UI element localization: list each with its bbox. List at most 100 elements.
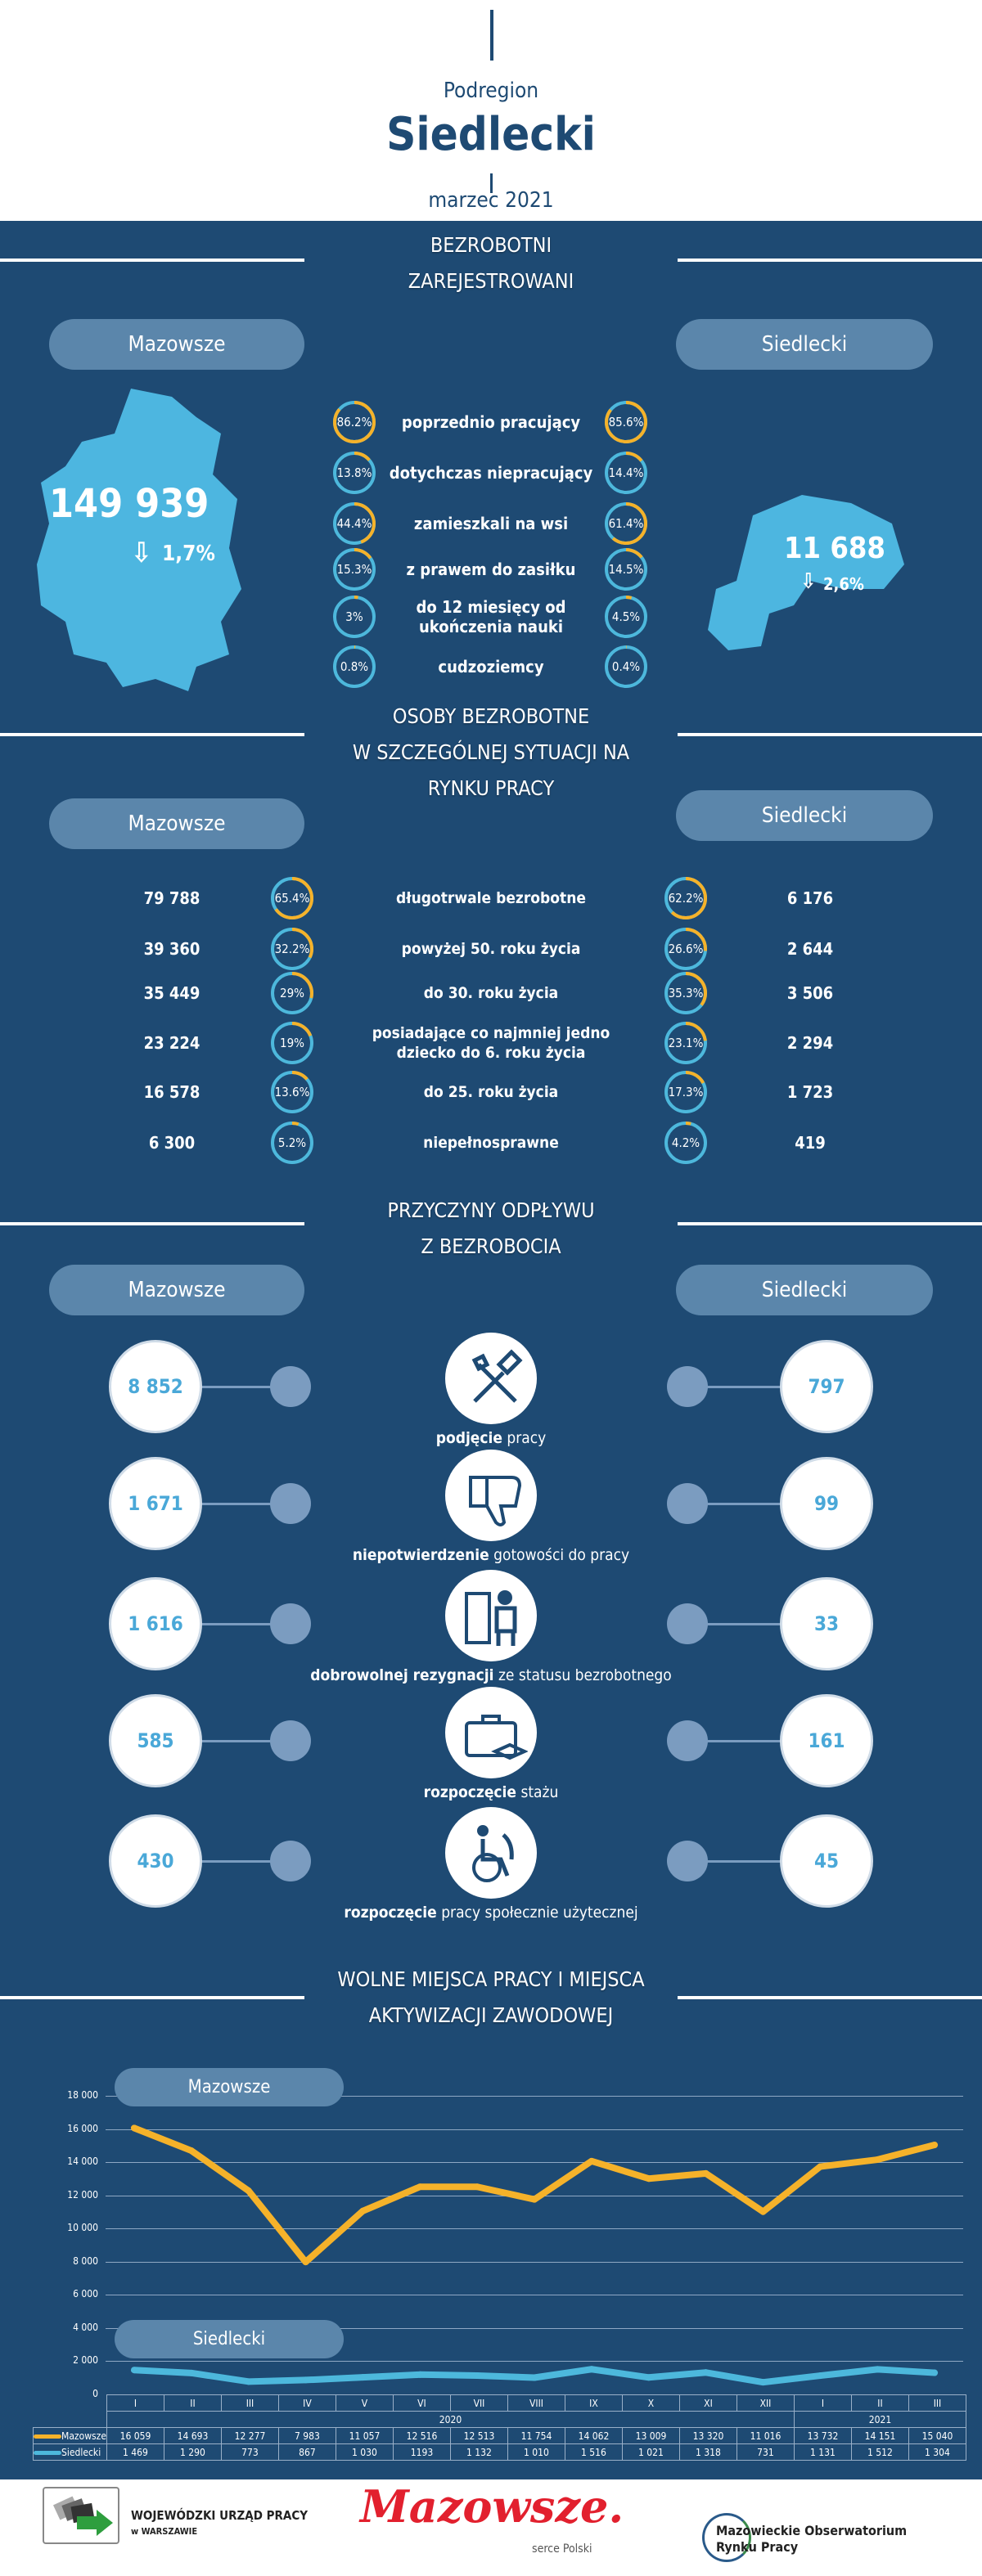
month-label: II — [163, 2394, 222, 2412]
icon-circle — [445, 1333, 537, 1424]
node-dot — [667, 1720, 708, 1761]
value-cell: 12 513 — [449, 2427, 508, 2444]
table-corner — [33, 2411, 107, 2428]
wup-logo — [43, 2487, 119, 2544]
siedlecki-value: 99 — [780, 1457, 873, 1550]
donut-siedlecki-value: 85.6% — [608, 415, 644, 429]
mazowsze-count: 16 578 — [143, 1082, 200, 1102]
donut-siedlecki: 23.1% — [663, 1020, 709, 1066]
siedlecki-value: 797 — [780, 1340, 873, 1433]
reason-caption: niepotwierdzenie gotowości do pracy — [353, 1546, 629, 1564]
gridline — [106, 2096, 963, 2097]
mazowsze-count: 39 360 — [143, 939, 200, 959]
icon-circle — [445, 1807, 537, 1899]
donut-siedlecki: 14.4% — [603, 450, 649, 496]
connector — [155, 1740, 291, 1742]
chart-pill-siedlecki: Siedlecki — [115, 2320, 344, 2358]
siedlecki-count: 2 644 — [786, 939, 834, 959]
donut-siedlecki: 35.3% — [663, 970, 709, 1016]
donut-mazowsze-value: 5.2% — [277, 1135, 307, 1150]
value-cell: 867 — [277, 2443, 336, 2461]
chart-pill-mazowsze: Mazowsze — [115, 2068, 344, 2106]
legend-swatch — [34, 2434, 61, 2439]
donut-siedlecki: 4.5% — [603, 594, 649, 640]
node-dot — [270, 1841, 311, 1881]
donut-mazowsze: 19% — [269, 1020, 315, 1066]
row-label: do 25. roku życia — [423, 1083, 559, 1101]
month-label: VI — [392, 2394, 451, 2412]
gridline — [106, 2129, 963, 2130]
donut-mazowsze: 3% — [331, 594, 377, 640]
siedlecki-count: 2 294 — [786, 1033, 834, 1053]
connector — [155, 1623, 291, 1625]
legend-cell: Siedlecki — [33, 2443, 107, 2461]
reason-bold: podjęcie — [435, 1429, 502, 1447]
donut-siedlecki-value: 62.2% — [668, 891, 704, 906]
connector — [155, 1386, 291, 1388]
donut-mazowsze: 32.2% — [269, 926, 315, 972]
table-corner — [33, 2394, 107, 2412]
section-divider — [0, 1222, 304, 1225]
year-label: 2020 — [106, 2411, 795, 2428]
icon-circle — [445, 1687, 537, 1778]
month-label: I — [793, 2394, 852, 2412]
title-divider — [490, 173, 493, 193]
month-label: VIII — [507, 2394, 565, 2412]
section-title: Z BEZROBOCIA — [421, 1234, 561, 1258]
connector — [687, 1740, 827, 1742]
node-dot — [270, 1483, 311, 1524]
mazowsze-change: 1,7% — [162, 542, 215, 566]
icon-circle — [445, 1570, 537, 1661]
node-dot — [667, 1603, 708, 1644]
connector — [687, 1503, 827, 1505]
gridline — [106, 2261, 963, 2263]
value-cell: 773 — [220, 2443, 279, 2461]
section-divider — [0, 733, 304, 736]
value-cell: 13 732 — [793, 2427, 852, 2444]
value-cell: 1 318 — [678, 2443, 737, 2461]
icon-circle — [445, 1450, 537, 1541]
observatory-name-2: Rynku Pracy — [716, 2539, 799, 2555]
mazowsze-count: 23 224 — [143, 1033, 200, 1053]
donut-mazowsze-value: 44.4% — [336, 516, 372, 531]
table-row-years: 2020 2021 — [33, 2411, 966, 2428]
value-cell: 1 021 — [621, 2443, 680, 2461]
month-label: V — [335, 2394, 394, 2412]
month-label: X — [621, 2394, 680, 2412]
section-title: WOLNE MIEJSCA PRACY I MIEJSCA — [337, 1967, 645, 1991]
y-tick-label: 6 000 — [73, 2288, 98, 2300]
arrow-down-icon: ⇩ — [131, 537, 152, 569]
donut-mazowsze-value: 29% — [280, 986, 304, 1000]
page-title: Siedlecki — [386, 108, 596, 161]
donut-siedlecki-value: 4.5% — [611, 609, 641, 624]
section-title: ZAREJESTROWANI — [408, 269, 574, 293]
mazowsze-value: 8 852 — [109, 1340, 202, 1433]
connector — [687, 1860, 827, 1863]
row-label: dotychczas niepracujący — [389, 463, 593, 483]
value-cell: 1 131 — [793, 2443, 852, 2461]
value-cell: 1 516 — [564, 2443, 623, 2461]
subtitle: Podregion — [443, 79, 539, 103]
donut-mazowsze: 29% — [269, 970, 315, 1016]
row-label: zamieszkali na wsi — [413, 514, 569, 533]
siedlecki-total: 11 688 — [784, 532, 885, 565]
row-label: długotrwale bezrobotne — [396, 889, 586, 907]
region-pill-mazowsze: Mazowsze — [49, 1265, 304, 1315]
value-cell: 1193 — [392, 2443, 451, 2461]
y-tick-label: 16 000 — [67, 2122, 98, 2134]
mazowsze-value: 1 616 — [109, 1577, 202, 1670]
mazowsze-map — [33, 384, 246, 695]
siedlecki-count: 6 176 — [786, 888, 834, 908]
donut-siedlecki-value: 23.1% — [668, 1036, 704, 1050]
donut-mazowsze-value: 13.6% — [274, 1085, 310, 1099]
region-pill-mazowsze: Mazowsze — [49, 319, 304, 370]
value-cell: 731 — [736, 2443, 795, 2461]
wup-city: w WARSZAWIE — [131, 2526, 198, 2537]
reason-rest: gotowości do pracy — [489, 1546, 630, 1564]
connector — [687, 1386, 827, 1388]
row-label: cudzoziemcy — [438, 657, 544, 677]
y-tick-label: 14 000 — [67, 2156, 98, 2168]
row-label: z prawem do zasiłku — [406, 560, 576, 579]
value-cell: 14 151 — [850, 2427, 909, 2444]
donut-mazowsze-value: 0.8% — [340, 659, 369, 674]
